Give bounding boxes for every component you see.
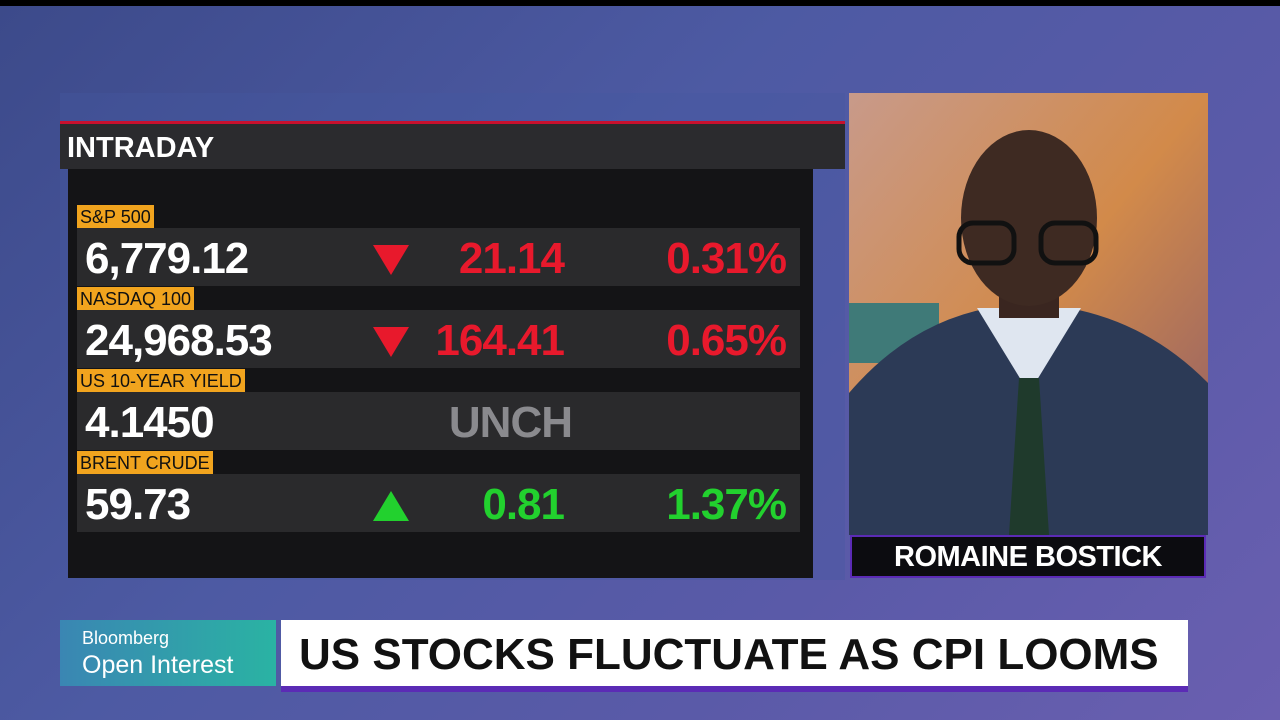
row-percent: 1.37% [666, 480, 787, 529]
show-brand: Bloomberg Open Interest [60, 620, 276, 686]
top-bar [0, 0, 1280, 6]
speaker-name: ROMAINE BOSTICK [850, 535, 1206, 578]
video-image [849, 93, 1208, 535]
direction-arrow [373, 491, 409, 521]
row-percent: 0.31% [666, 234, 787, 283]
direction-arrow [373, 327, 409, 357]
row-label: S&P 500 [77, 205, 154, 228]
arrow-shape [373, 327, 409, 357]
panel-title: INTRADAY [67, 132, 215, 164]
row: 6,779.12 21.14 0.31% [77, 228, 800, 286]
direction-arrow [373, 245, 409, 275]
row-value: 6,779.12 [85, 234, 249, 283]
program: Open Interest [82, 651, 234, 679]
brand: Bloomberg [82, 628, 170, 648]
row: 24,968.53 164.41 0.65% [77, 310, 800, 368]
row-label: US 10-YEAR YIELD [77, 369, 245, 392]
row-value: 59.73 [85, 480, 191, 529]
row-change: 21.14 [458, 234, 565, 283]
row-label: BRENT CRUDE [77, 451, 213, 474]
arrow-shape [373, 245, 409, 275]
video-feed [849, 93, 1208, 535]
row-value: 24,968.53 [85, 316, 273, 365]
row-change: 0.81 [482, 480, 565, 529]
headline: US STOCKS FLUCTUATE AS CPI LOOMS [299, 630, 1159, 679]
row-label: NASDAQ 100 [77, 287, 195, 310]
row-percent: 0.65% [666, 316, 787, 365]
row: 4.1450 UNCH [77, 392, 800, 450]
row-change: 164.41 [435, 316, 565, 365]
panel-header: INTRADAY [60, 121, 845, 169]
row: 59.73 0.81 1.37% [77, 474, 800, 532]
headline-bar: US STOCKS FLUCTUATE AS CPI LOOMS [281, 620, 1188, 692]
arrow-shape [373, 491, 409, 521]
row-change: UNCH [448, 398, 573, 447]
row-value: 4.1450 [85, 398, 215, 447]
